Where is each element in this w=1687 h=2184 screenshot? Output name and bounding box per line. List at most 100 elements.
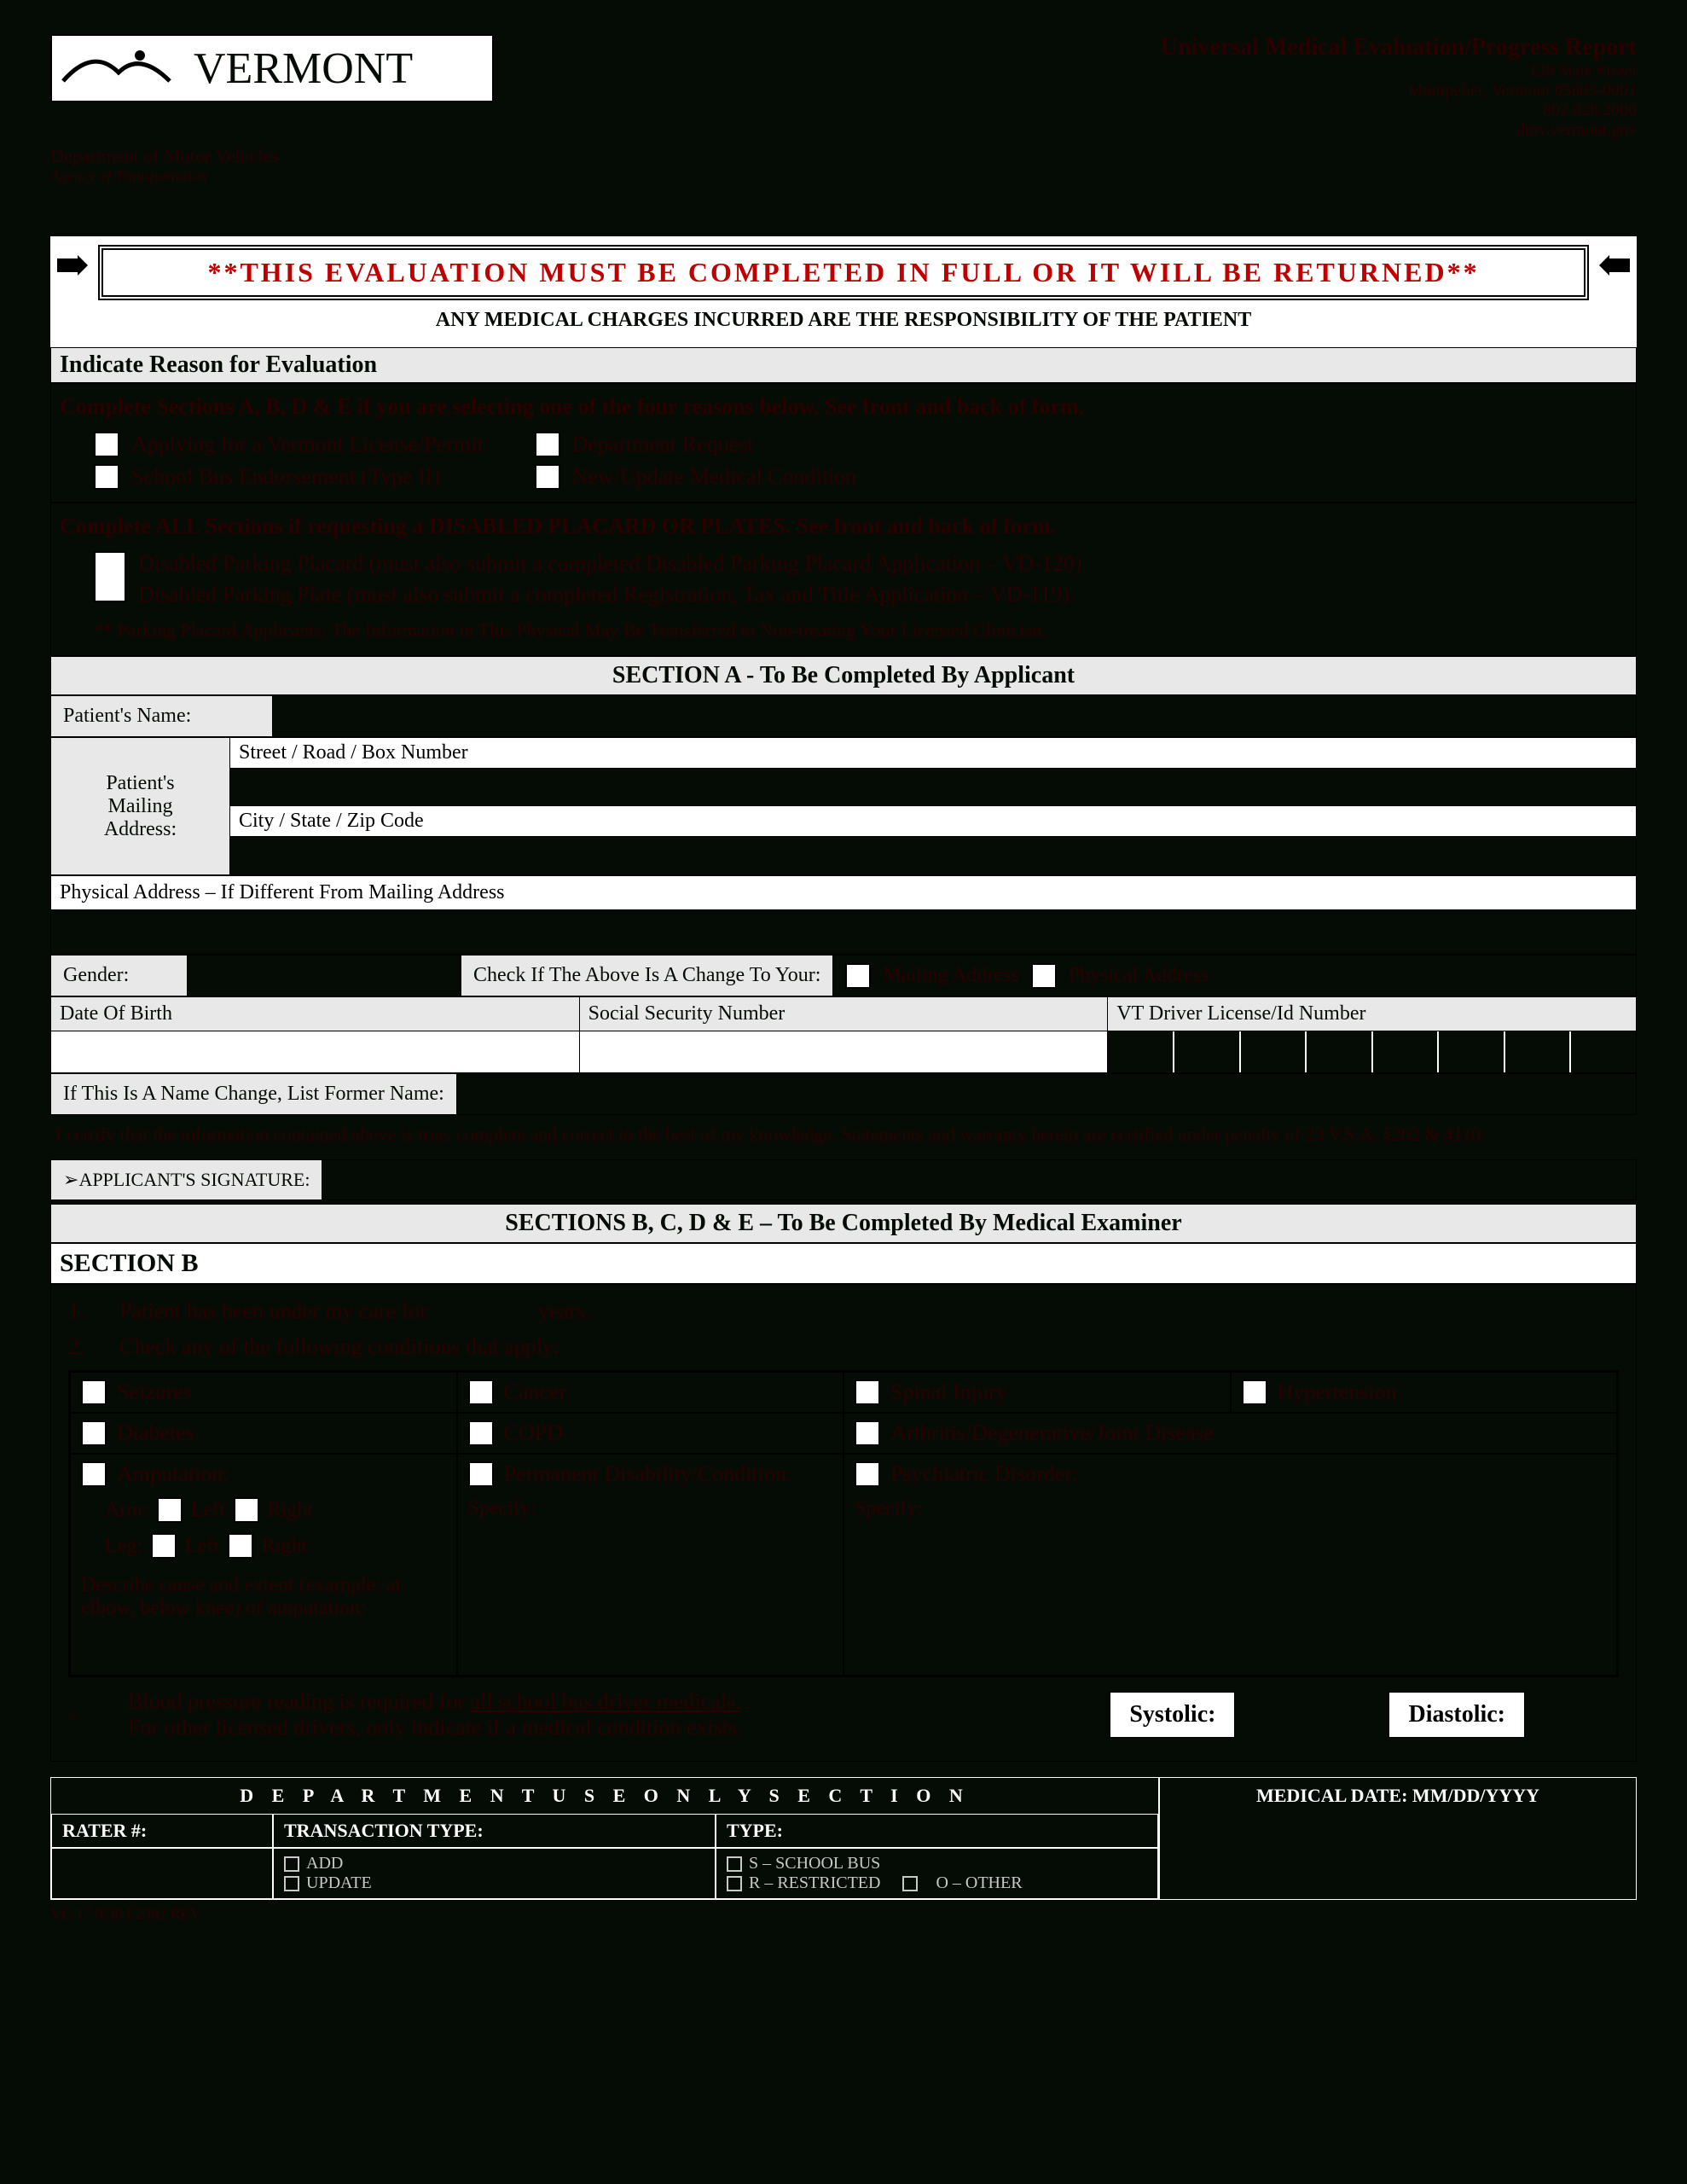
checkbox[interactable] xyxy=(81,1380,107,1405)
name-change-label: If This Is A Name Change, List Former Na… xyxy=(51,1074,457,1114)
arrow-left-icon xyxy=(1599,255,1630,276)
type-opt: O – OTHER xyxy=(936,1873,1022,1893)
reason-lead-2-text: Complete ALL Sections if requesting a DI… xyxy=(60,514,1056,538)
q3-line2: For other licensed drivers, only indicat… xyxy=(128,1715,1084,1740)
checkbox[interactable] xyxy=(855,1420,880,1446)
rater-field[interactable] xyxy=(51,1848,273,1899)
type-opt: R – RESTRICTED xyxy=(749,1873,880,1893)
addr-label: Patient's Mailing Address: xyxy=(51,738,230,874)
amp-label: Amputation: xyxy=(117,1461,229,1487)
txn-opt: UPDATE xyxy=(306,1873,372,1893)
checkbox[interactable] xyxy=(151,1533,177,1559)
checkbox[interactable] xyxy=(1031,963,1057,989)
dept-use-only: D E P A R T M E N T U S E O N L Y S E C … xyxy=(50,1777,1637,1900)
amp-right: Right xyxy=(268,1499,313,1522)
addr1: 120 State Street xyxy=(1161,61,1637,81)
type-field[interactable]: S – SCHOOL BUS R – RESTRICTED O – OTHER xyxy=(716,1848,1158,1899)
reason-note: ** Parking Placard Applicants: The Infor… xyxy=(60,614,1627,650)
mountain-icon xyxy=(59,43,187,94)
footer-code: VL-17 9/30 E2992 REV xyxy=(50,1900,1637,1928)
dob-label: Date Of Birth xyxy=(51,997,579,1031)
checkbox[interactable] xyxy=(468,1380,494,1405)
txn-field[interactable]: ADD UPDATE xyxy=(273,1848,716,1899)
logo-text: VERMONT xyxy=(194,44,413,94)
checkbox[interactable] xyxy=(228,1533,253,1559)
checkbox[interactable] xyxy=(284,1876,299,1891)
cond: Diabetes xyxy=(117,1420,194,1446)
psy-cell: Psychiatric Disorder: Specify: xyxy=(844,1454,1617,1676)
street-field[interactable] xyxy=(230,769,1636,806)
checkbox[interactable] xyxy=(855,1380,880,1405)
checkbox[interactable] xyxy=(535,432,560,457)
lic-field[interactable] xyxy=(1108,1031,1636,1072)
diastolic-label: Diastolic: xyxy=(1388,1692,1525,1738)
name-change-field[interactable] xyxy=(457,1074,1636,1114)
checkbox[interactable] xyxy=(468,1420,494,1446)
change-opt: Physical Address xyxy=(1069,964,1209,987)
txn-opt: ADD xyxy=(306,1854,343,1873)
ssn-label: Social Security Number xyxy=(580,997,1108,1031)
change-opt: Mailing Address xyxy=(883,964,1018,987)
checkbox[interactable] xyxy=(468,1461,494,1487)
physical-addr-label: Physical Address – If Different From Mai… xyxy=(50,875,1637,910)
addr-label-3: Address: xyxy=(51,818,229,841)
q3-line1: Blood pressure reading is required for a… xyxy=(128,1689,1084,1715)
signature-row: APPLICANT'S SIGNATURE: xyxy=(50,1159,1637,1200)
section-b-body: 1. Patient has been under my care for ye… xyxy=(50,1284,1637,1762)
q-num: 1. xyxy=(68,1298,102,1324)
banner-main: **THIS EVALUATION MUST BE COMPLETED IN F… xyxy=(98,245,1589,300)
systolic-label: Systolic: xyxy=(1110,1692,1235,1738)
checkbox[interactable] xyxy=(902,1876,918,1891)
dept-line-1: Department of Motor Vehicles xyxy=(50,145,1637,167)
city-field[interactable] xyxy=(230,837,1636,874)
checkbox[interactable] xyxy=(727,1876,742,1891)
cond: Arthritis/Degenerative/Joint Disease xyxy=(890,1420,1214,1446)
q3u: all school bus driver medicals. xyxy=(470,1689,740,1714)
checkbox[interactable] xyxy=(94,464,119,490)
reason-opt: School Bus Endorsement (Type II) xyxy=(131,464,440,490)
medical-date-label: MEDICAL DATE: MM/DD/YYYY xyxy=(1159,1777,1637,1900)
amp-leg: Leg: xyxy=(105,1535,142,1558)
checkbox[interactable] xyxy=(81,1420,107,1446)
checkbox[interactable] xyxy=(81,1461,107,1487)
checkbox[interactable] xyxy=(535,464,560,490)
dept-title: D E P A R T M E N T U S E O N L Y S E C … xyxy=(51,1778,1158,1814)
checkbox[interactable] xyxy=(1242,1380,1267,1405)
name-field[interactable] xyxy=(273,696,1636,736)
certification-text: I certify that the information contained… xyxy=(50,1115,1637,1159)
reason-lead-1: Complete Sections A, B, D & E if you are… xyxy=(60,389,1627,425)
psy-spec: Specify: xyxy=(855,1497,923,1520)
perm-cell: Permanent Disability/Condition: Specify: xyxy=(457,1454,844,1676)
addr2: Montpelier, Vermont 05603-0001 xyxy=(1161,81,1637,101)
ssn-field[interactable] xyxy=(580,1031,1108,1072)
amputation-cell: Amputation: Arm: Left Right Leg: Left Ri… xyxy=(70,1454,457,1676)
checkbox[interactable] xyxy=(157,1497,183,1523)
cond: Seizures xyxy=(117,1380,192,1405)
page: VERMONT Universal Medical Evaluation/Pro… xyxy=(50,34,1637,1928)
gender-label: Gender: xyxy=(51,956,188,996)
addr-label-1: Patient's xyxy=(51,772,229,795)
phone: 802.828.2000 xyxy=(1161,101,1637,120)
gender-field[interactable] xyxy=(188,956,461,996)
physical-addr-field[interactable] xyxy=(50,910,1637,955)
checkbox[interactable] xyxy=(855,1461,880,1487)
q3a: Blood pressure reading is required for xyxy=(128,1689,470,1714)
checkbox[interactable] xyxy=(284,1856,299,1872)
city-head: City / State / Zip Code xyxy=(230,806,1636,837)
amp-right: Right xyxy=(262,1535,307,1558)
checkbox[interactable] xyxy=(234,1497,259,1523)
triple-row: Date Of Birth Social Security Number VT … xyxy=(50,996,1637,1073)
checkbox[interactable] xyxy=(94,551,126,602)
checkbox[interactable] xyxy=(845,963,871,989)
name-change-row: If This Is A Name Change, List Former Na… xyxy=(50,1073,1637,1115)
header-right: Universal Medical Evaluation/Progress Re… xyxy=(1161,34,1637,140)
rater-label: RATER #: xyxy=(51,1814,273,1848)
amp-left: Left xyxy=(185,1535,219,1558)
dob-field[interactable] xyxy=(51,1031,579,1072)
cond: Cancer xyxy=(504,1380,567,1405)
amp-desc: Describe cause and extent (example: at e… xyxy=(81,1569,446,1620)
checkbox[interactable] xyxy=(727,1856,742,1872)
signature-field[interactable] xyxy=(322,1160,1636,1199)
checkbox[interactable] xyxy=(94,432,119,457)
q1a: Patient has been under my care for xyxy=(119,1298,427,1323)
